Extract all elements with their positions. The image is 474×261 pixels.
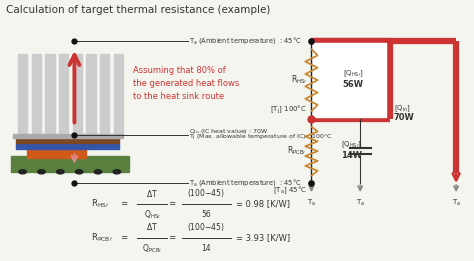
Bar (18, 54, 27, 134)
Text: 56: 56 (201, 210, 211, 220)
Bar (86, 54, 96, 134)
Text: 14W: 14W (341, 151, 363, 159)
Circle shape (94, 170, 102, 174)
Bar (27, 149, 86, 158)
Circle shape (75, 170, 83, 174)
Circle shape (37, 170, 45, 174)
Text: =: = (120, 200, 128, 209)
Text: [Q$_{\rm in}$]: [Q$_{\rm in}$] (394, 103, 411, 114)
Text: Calculation of target thermal resistance (example): Calculation of target thermal resistance… (6, 5, 271, 15)
Text: R$_{\rm PCB\prime}$: R$_{\rm PCB\prime}$ (91, 232, 116, 244)
Text: $\Delta$T: $\Delta$T (146, 221, 158, 232)
Text: T$_{\rm a}$: T$_{\rm a}$ (356, 198, 365, 208)
Bar (100, 54, 109, 134)
Text: [T$_{\rm j}$] 100°C: [T$_{\rm j}$] 100°C (270, 104, 307, 116)
Text: R$_{\rm HS\prime}$: R$_{\rm HS\prime}$ (91, 198, 112, 210)
Text: 70W: 70W (394, 113, 415, 122)
Text: = 0.98 [K/W]: = 0.98 [K/W] (236, 200, 290, 209)
Circle shape (56, 170, 64, 174)
Bar (45, 54, 55, 134)
Text: T$_{\rm a}$: T$_{\rm a}$ (307, 198, 316, 208)
Text: T$_{\rm a}$ (Ambient temperature)  : 45°C: T$_{\rm a}$ (Ambient temperature) : 45°C (189, 177, 301, 188)
Bar (32, 54, 41, 134)
Bar (32, 54, 41, 134)
Text: T$_{\rm a}$: T$_{\rm a}$ (452, 198, 461, 208)
Bar (313, 44, 386, 117)
Bar (114, 54, 123, 134)
Text: (100$-$45): (100$-$45) (187, 187, 225, 199)
Text: [T$_{\rm a}$] 45°C: [T$_{\rm a}$] 45°C (273, 185, 307, 196)
Bar (73, 54, 82, 134)
Text: [Q$_{\rm HS\prime}$]: [Q$_{\rm HS\prime}$] (343, 68, 364, 79)
Text: Assuming that 80% of
the generated heat flows
to the heat sink route: Assuming that 80% of the generated heat … (133, 66, 239, 101)
Bar (16, 138, 119, 143)
Text: 14: 14 (201, 244, 211, 253)
Bar (59, 54, 68, 134)
Text: R$_{\rm PCB\prime}$: R$_{\rm PCB\prime}$ (287, 145, 307, 157)
Bar (16, 143, 119, 149)
Bar (45, 54, 55, 134)
Text: (100$-$45): (100$-$45) (187, 221, 225, 233)
Bar (100, 54, 109, 134)
Text: =: = (120, 233, 128, 242)
Text: R$_{\rm HS\prime}$: R$_{\rm HS\prime}$ (291, 74, 307, 86)
Bar (13, 134, 123, 138)
Text: T$_{\rm a}$ (Ambient temperature)  : 45°C: T$_{\rm a}$ (Ambient temperature) : 45°C (189, 35, 301, 46)
Text: Q$_{\rm HS\prime}$: Q$_{\rm HS\prime}$ (144, 209, 161, 221)
Bar (86, 54, 96, 134)
Circle shape (113, 170, 120, 174)
Text: = 3.93 [K/W]: = 3.93 [K/W] (236, 233, 290, 242)
Text: T$_{\rm j}$ (Max. allowable temperature of IC) : 100°C: T$_{\rm j}$ (Max. allowable temperature … (189, 133, 332, 143)
Text: 56W: 56W (343, 80, 364, 88)
Text: Q$_{\rm in}$ (IC heat value) : 70W: Q$_{\rm in}$ (IC heat value) : 70W (189, 127, 268, 135)
Circle shape (19, 170, 27, 174)
Bar (11, 156, 128, 172)
Bar (18, 54, 27, 134)
Text: [Q$_{\rm HS\prime}$]: [Q$_{\rm HS\prime}$] (341, 139, 362, 150)
Text: =: = (168, 200, 175, 209)
Text: Q$_{\rm PCB\prime}$: Q$_{\rm PCB\prime}$ (142, 242, 162, 255)
Bar (59, 54, 68, 134)
Bar (114, 54, 123, 134)
Bar (73, 54, 82, 134)
Text: $\Delta$T: $\Delta$T (146, 188, 158, 199)
Text: =: = (168, 233, 175, 242)
